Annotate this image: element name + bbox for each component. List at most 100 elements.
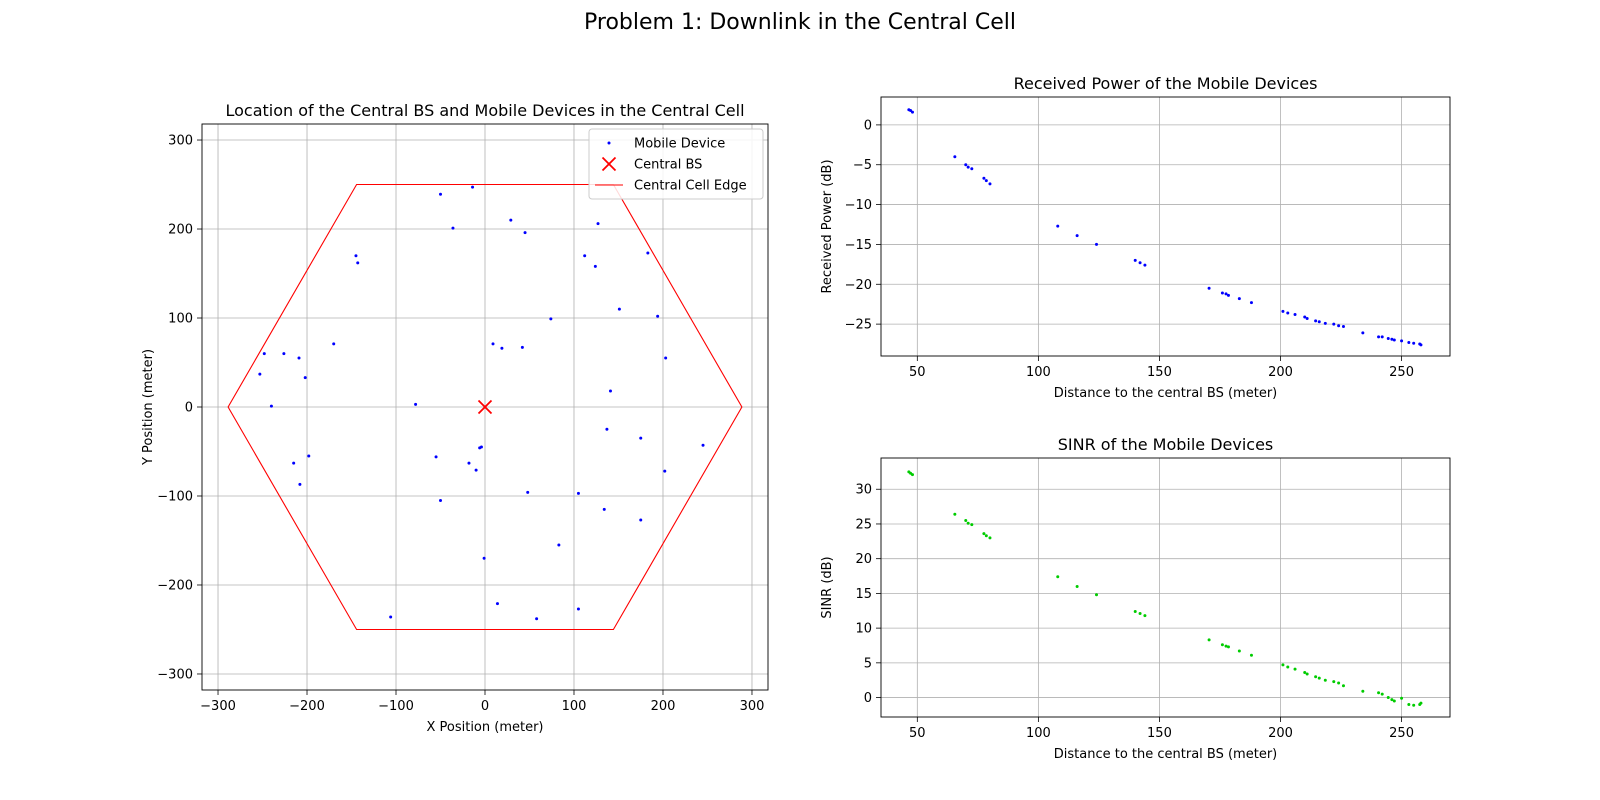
sinr-point — [1138, 612, 1142, 616]
received-power-plot-frame — [880, 96, 1451, 357]
mobile-device-point — [520, 345, 524, 349]
mobile-device-point — [434, 455, 438, 459]
received-power-point — [1133, 258, 1137, 262]
mobile-device-point — [535, 617, 539, 621]
received-power-point — [1341, 325, 1345, 329]
location-plot-title: Location of the Central BS and Mobile De… — [225, 101, 744, 120]
received-power-plot-ytick-label: −20 — [845, 278, 872, 293]
mobile-device-point — [500, 346, 504, 350]
received-power-point — [1138, 261, 1142, 265]
location-plot-xtick-label: −100 — [378, 699, 414, 714]
received-power-point — [1207, 286, 1211, 290]
mobile-device-point — [602, 507, 606, 511]
received-power-point — [1400, 339, 1404, 343]
received-power-point — [1286, 311, 1290, 315]
location-plot-ylabel: Y Position (meter) — [141, 349, 156, 466]
sinr-plot-ytick-label: 15 — [855, 587, 872, 602]
mobile-device-point — [509, 218, 513, 222]
location-plot-ytick-label: 100 — [168, 312, 193, 327]
received-power-plot-ytick-label: −15 — [845, 238, 872, 253]
sinr-point — [1390, 698, 1394, 702]
mobile-device-point — [258, 372, 262, 376]
mobile-device-point — [576, 607, 580, 611]
mobile-device-point — [479, 445, 483, 449]
received-power-point — [970, 167, 974, 171]
sinr-plot-xtick-label: 100 — [1026, 726, 1051, 741]
sinr-point — [1386, 696, 1390, 700]
mobile-device-point — [303, 376, 307, 380]
mobile-device-point — [491, 342, 495, 346]
received-power-plot-ytick-label: −5 — [853, 158, 872, 173]
mobile-device-point — [307, 454, 311, 458]
received-power-point — [1380, 335, 1384, 339]
received-power-point — [982, 176, 986, 180]
received-power-plot-xtick-label: 50 — [909, 365, 926, 380]
mobile-device-point — [414, 402, 418, 406]
sinr-plot-xtick-label: 250 — [1389, 726, 1414, 741]
sinr-point — [1412, 703, 1416, 707]
received-power-point — [1390, 337, 1394, 341]
received-power-point — [1143, 263, 1147, 267]
location-plot-xtick-label: 100 — [562, 699, 587, 714]
sinr-point — [970, 523, 974, 527]
received-power-point — [1392, 338, 1396, 342]
sinr-point — [1224, 644, 1228, 648]
sinr-point — [1075, 584, 1079, 588]
sinr-point — [1341, 684, 1345, 688]
sinr-plot-ytick-label: 10 — [855, 622, 872, 637]
mobile-device-point — [262, 352, 266, 356]
mobile-device-point — [526, 490, 530, 494]
sinr-plot-gridlines — [881, 458, 1450, 717]
sinr-plot-ytick-label: 25 — [855, 517, 872, 532]
received-power-point — [1249, 301, 1253, 305]
location-plot-ytick-label: −300 — [157, 667, 193, 682]
sinr-point — [1407, 703, 1411, 707]
location-plot-xtick-label: −200 — [289, 699, 325, 714]
received-power-plot-axes: 50 100 150 200 250 0 −5 −10 −15 −20 −25 Received Po… — [820, 74, 1451, 401]
received-power-point — [1317, 320, 1321, 324]
sinr-point — [1377, 691, 1381, 695]
received-power-plot-ytick-label: −25 — [845, 318, 872, 333]
mobile-device-point — [282, 352, 286, 356]
figure-title: Problem 1: Downlink in the Central Cell — [584, 10, 1016, 35]
sinr-plot-ytick-label: 30 — [855, 483, 872, 498]
received-power-plot-ytick-label: −10 — [845, 198, 872, 213]
sinr-point — [964, 518, 968, 522]
sinr-plot-xtick-label: 150 — [1147, 726, 1172, 741]
received-power-point — [1224, 292, 1228, 296]
mobile-device-point — [593, 264, 597, 268]
legend-box — [588, 128, 764, 200]
mobile-device-point — [471, 185, 475, 189]
received-power-plot-xlabel: Distance to the central BS (meter) — [1054, 386, 1277, 401]
sinr-point — [1293, 667, 1297, 671]
mobile-device-point — [523, 231, 527, 235]
location-plot-xtick-label: 200 — [651, 699, 676, 714]
location-plot-xtick-label: 0 — [481, 699, 489, 714]
received-power-plot-xtick-label: 100 — [1026, 365, 1051, 380]
sinr-plot-ytick-label: 5 — [864, 656, 872, 671]
sinr-point — [1337, 681, 1341, 685]
mobile-device-point — [292, 461, 296, 465]
location-plot-xtick-label: 300 — [740, 699, 765, 714]
legend: Mobile Device Central BS Central Cell Edge — [588, 128, 764, 200]
sinr-plot-xtick-label: 200 — [1268, 726, 1293, 741]
sinr-plot-ytick-label: 0 — [864, 691, 872, 706]
sinr-point — [1303, 671, 1307, 675]
sinr-point — [1317, 676, 1321, 680]
sinr-plot-frame — [880, 457, 1451, 718]
sinr-point — [1226, 645, 1230, 649]
received-power-point — [1332, 322, 1336, 326]
sinr-point — [1207, 638, 1211, 642]
central-bs-stroke — [477, 399, 493, 415]
location-plot-ytick-label: 300 — [168, 134, 193, 149]
received-power-point — [1337, 324, 1341, 328]
mobile-device-point — [664, 356, 668, 360]
sinr-point — [1220, 643, 1224, 647]
legend-label: Central BS — [634, 158, 702, 173]
sinr-point — [1281, 663, 1285, 667]
received-power-point — [953, 155, 957, 159]
mobile-device-point — [656, 314, 660, 318]
sinr-point — [1249, 653, 1253, 657]
legend-label: Central Cell Edge — [634, 179, 747, 194]
sinr-point — [1400, 696, 1404, 700]
